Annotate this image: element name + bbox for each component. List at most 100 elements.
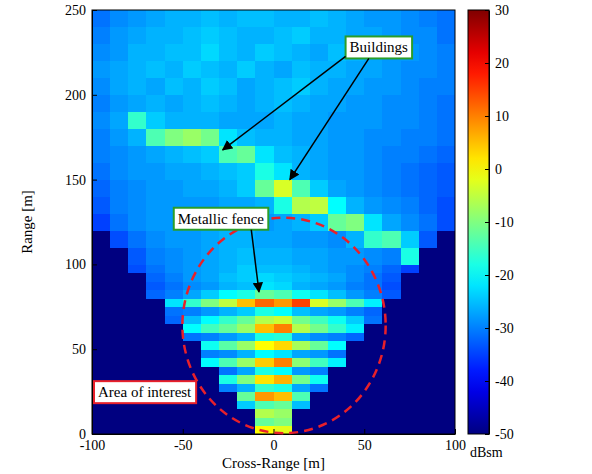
heat-cell xyxy=(437,10,455,27)
heat-cell xyxy=(237,366,256,375)
tick: 50 xyxy=(72,342,97,357)
annotation-arrow xyxy=(251,230,259,292)
heat-cell xyxy=(237,27,256,44)
heat-cell xyxy=(401,332,420,341)
heat-cell xyxy=(328,358,347,367)
heat-cell xyxy=(382,95,401,112)
heat-cell xyxy=(364,61,383,78)
heat-cell xyxy=(346,290,365,299)
tick-mark xyxy=(485,63,489,64)
heat-cell xyxy=(310,383,329,392)
heat-cell xyxy=(364,197,383,214)
heat-cell xyxy=(255,417,274,426)
heat-cell xyxy=(346,281,365,290)
heat-cell xyxy=(328,44,347,61)
heat-cell xyxy=(346,298,365,307)
heat-cell xyxy=(219,163,238,180)
tick: 200 xyxy=(65,88,97,103)
heat-cell xyxy=(437,366,455,375)
heat-cell xyxy=(237,332,256,341)
heat-cell xyxy=(292,341,311,350)
heat-cell xyxy=(437,332,455,341)
heat-cell xyxy=(401,400,420,409)
heat-cell xyxy=(364,112,383,129)
tick: 30 xyxy=(485,3,509,18)
heat-cell xyxy=(419,417,438,426)
heat-cell xyxy=(146,273,165,282)
heat-cell xyxy=(165,230,184,247)
heat-cell xyxy=(274,163,293,180)
heat-cell xyxy=(310,341,329,350)
heat-cell xyxy=(274,400,293,409)
heat-cell xyxy=(364,426,383,434)
heat-cell xyxy=(92,417,111,426)
heat-cell xyxy=(165,112,184,129)
heat-cell xyxy=(419,383,438,392)
heat-cell xyxy=(328,298,347,307)
heat-cell xyxy=(255,324,274,333)
heat-cell xyxy=(437,349,455,358)
heat-cell xyxy=(401,426,420,434)
heat-cell xyxy=(255,180,274,197)
heat-cell xyxy=(419,247,438,264)
heat-cell xyxy=(346,214,365,231)
heat-cell xyxy=(274,27,293,44)
heat-cell xyxy=(183,129,202,146)
heat-cell xyxy=(382,214,401,231)
heat-cell xyxy=(92,10,111,27)
heat-cell xyxy=(201,349,220,358)
heat-cell xyxy=(255,349,274,358)
tick-mark xyxy=(485,381,489,382)
heat-cell xyxy=(328,129,347,146)
heat-cell xyxy=(201,366,220,375)
heat-cell xyxy=(401,392,420,401)
heat-cell xyxy=(237,95,256,112)
heat-cell xyxy=(146,366,165,375)
heat-cell xyxy=(292,324,311,333)
heat-cell xyxy=(274,230,293,247)
heat-cell xyxy=(201,230,220,247)
heat-cell xyxy=(92,273,111,282)
heat-cell xyxy=(219,392,238,401)
heat-cell xyxy=(310,358,329,367)
heat-cell xyxy=(401,180,420,197)
heat-cell xyxy=(401,409,420,418)
heat-cell xyxy=(310,375,329,384)
tick-label: -20 xyxy=(495,268,514,283)
heat-cell xyxy=(328,197,347,214)
heat-cell xyxy=(401,307,420,316)
heat-cell xyxy=(292,375,311,384)
heat-cell xyxy=(201,409,220,418)
heat-cell xyxy=(201,27,220,44)
heat-cell xyxy=(437,383,455,392)
heat-cell xyxy=(382,10,401,27)
heat-cell xyxy=(165,61,184,78)
heat-cell xyxy=(419,78,438,95)
heat-cell xyxy=(292,349,311,358)
heat-cell xyxy=(183,112,202,129)
plot-frame xyxy=(92,10,455,434)
heat-cell xyxy=(419,10,438,27)
heat-cell xyxy=(128,163,147,180)
heat-cell xyxy=(110,230,129,247)
heat-cell xyxy=(364,95,383,112)
heat-cell xyxy=(128,332,147,341)
heat-cell xyxy=(274,324,293,333)
heat-cell xyxy=(274,247,293,264)
heat-cell xyxy=(292,290,311,299)
heat-cell xyxy=(146,307,165,316)
heat-cell xyxy=(201,163,220,180)
heat-cell xyxy=(328,366,347,375)
chart: -100-50050100050100150200250Cross-Range … xyxy=(0,0,592,474)
heat-cell xyxy=(292,197,311,214)
tick-mark xyxy=(92,349,97,350)
heat-cell xyxy=(346,417,365,426)
heat-cell xyxy=(401,290,420,299)
tick: 100 xyxy=(445,429,466,453)
heat-cell xyxy=(328,180,347,197)
heat-cell xyxy=(219,375,238,384)
heat-cell xyxy=(310,230,329,247)
tick-mark xyxy=(92,95,97,96)
heat-cell xyxy=(201,290,220,299)
heat-cell xyxy=(328,315,347,324)
